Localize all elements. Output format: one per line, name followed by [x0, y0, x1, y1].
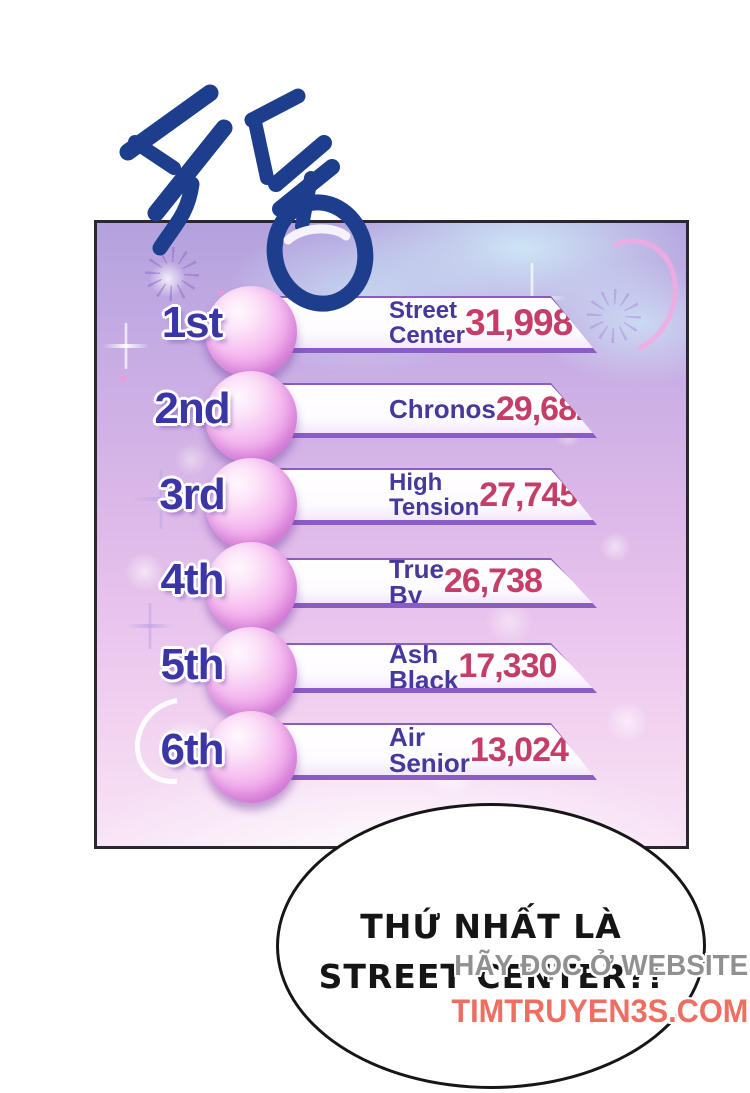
team-name: Air Senior	[389, 722, 470, 778]
ranking-row: True By 26,738 4th	[97, 542, 686, 634]
team-score: 27,745	[479, 475, 578, 514]
watermark-site-slogan: HÃY ĐỌC Ở WEBSITE	[454, 950, 748, 982]
rank-banner: Ash Black 17,330	[279, 643, 597, 693]
team-score: 26,738	[443, 562, 542, 600]
balloon-sphere-icon	[205, 542, 297, 634]
rank-label: 5th	[160, 640, 225, 689]
team-score: 17,330	[458, 647, 557, 685]
rank-banner: True By 26,738	[279, 558, 597, 608]
rank-banner: Street Center 31,998	[279, 296, 597, 353]
ranking-row: Chronos 29,682 2nd	[97, 371, 686, 463]
rank-label: 3rd	[159, 470, 225, 519]
speech-line-2: STREET CENTER?!	[318, 957, 664, 996]
confetti-burst-icon	[587, 289, 641, 343]
rank-label: 4th	[160, 555, 225, 604]
sfx-dudung-calligraphy	[119, 84, 374, 312]
balloon-sphere-icon	[205, 627, 297, 719]
rank-label: 6th	[160, 725, 225, 774]
rank-banner: High Tension 27,745	[279, 468, 597, 525]
balloon-sphere-icon	[205, 371, 297, 463]
confetti-burst-icon	[145, 247, 199, 301]
team-name: Ash Black	[389, 638, 459, 695]
heart-icon: ♥	[119, 371, 127, 386]
rank-banner: Chronos 29,682	[279, 383, 597, 438]
ranking-row: High Tension 27,745 3rd	[97, 458, 686, 550]
ranking-row: Air Senior 13,024 6th	[97, 711, 686, 803]
rank-label: 1st	[161, 298, 224, 347]
watermark-site-url: TIMTRUYEN3S.COM	[451, 993, 748, 1029]
balloon-sphere-icon	[205, 286, 297, 378]
team-name: High Tension	[389, 469, 480, 521]
speech-line-1: THỨ NHẤT LÀ	[360, 907, 622, 946]
speech-bubble: THỨ NHẤT LÀ STREET CENTER?!	[276, 803, 706, 1089]
team-score: 31,998	[465, 302, 573, 343]
heart-icon: ♥	[217, 285, 225, 300]
team-name: Chronos	[389, 394, 496, 424]
rank-label: 2nd	[154, 384, 230, 433]
team-score: 13,024	[469, 730, 568, 769]
balloon-sphere-icon	[205, 711, 297, 803]
ranking-row: Street Center 31,998 1st	[97, 286, 686, 378]
ranking-panel: ♥ ♥ Street Center 31,998 1st Chronos 29,…	[94, 220, 689, 849]
team-name: True By	[389, 553, 444, 610]
ranking-row: Ash Black 17,330 5th	[97, 627, 686, 719]
team-name: Street Center	[389, 297, 466, 349]
team-score: 29,682	[495, 389, 594, 428]
rank-banner: Air Senior 13,024	[279, 723, 597, 780]
balloon-sphere-icon	[205, 458, 297, 550]
